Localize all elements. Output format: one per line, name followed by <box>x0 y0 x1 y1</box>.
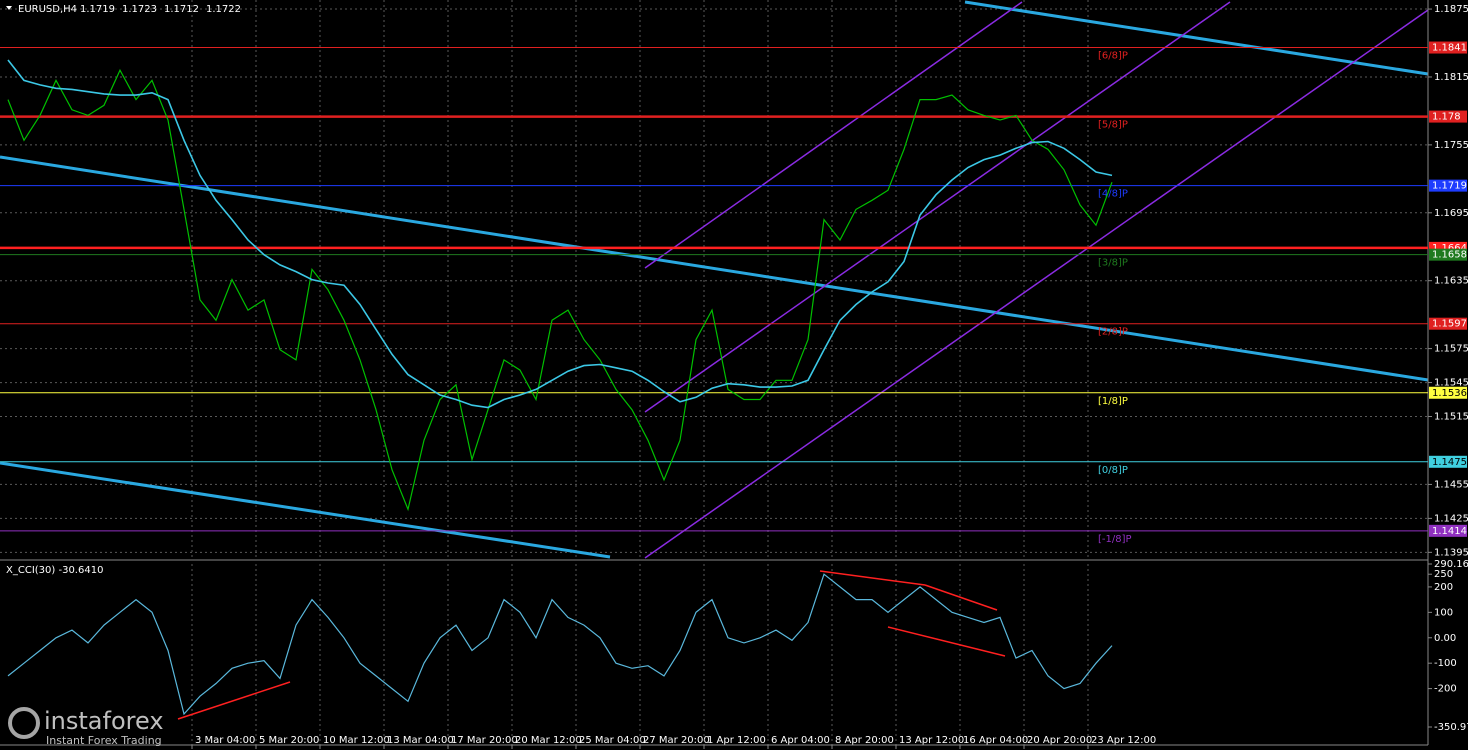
price-label-box <box>1429 386 1467 399</box>
price-label-box <box>1429 455 1467 468</box>
ohlc: 1.1719 1.1723 1.1712 1.1722 <box>80 4 241 15</box>
menu-arrow <box>6 6 12 10</box>
y-tick-label: 1.1815 <box>1434 72 1468 83</box>
x-tick-label: 20 Mar 12:00 <box>515 735 582 746</box>
level-label: [6/8]P <box>1098 51 1128 62</box>
price-label-box <box>1429 524 1467 537</box>
symbol: EURUSD,H4 <box>18 4 77 15</box>
price-label: 1.178 <box>1432 112 1461 123</box>
channels <box>0 0 1429 720</box>
y-tick-label: 1.1425 <box>1434 513 1468 524</box>
trend-line <box>0 155 1429 382</box>
price-label-box <box>1429 110 1467 123</box>
divergence-line <box>924 584 998 611</box>
x-tick-label: 10 Mar 12:00 <box>323 735 390 746</box>
watermark: instaforex Instant Forex Trading <box>8 707 164 747</box>
x-tick-label: 25 Mar 04:00 <box>579 735 646 746</box>
x-tick-label: 8 Apr 20:00 <box>835 735 894 746</box>
series-line <box>7 59 1113 409</box>
y-tick-label: 1.1755 <box>1434 140 1468 151</box>
level-label: [4/8]P <box>1098 189 1128 200</box>
price-label: 1.1719 <box>1432 181 1467 192</box>
series-line <box>7 68 1113 512</box>
y-tick-label: -200 <box>1434 684 1457 695</box>
price-label-box <box>1429 41 1467 54</box>
x-tick-label: 13 Mar 04:00 <box>387 735 454 746</box>
level-label: [5/8]P <box>1098 120 1128 131</box>
plot: 1.1841 [6/8]P 1.178 [5/8]P 1.1719 [4/8]P 1.166… <box>0 41 1467 716</box>
logo <box>8 707 40 739</box>
y-tick-label: 1.1875 <box>1434 4 1468 15</box>
x-tick-label: 27 Mar 20:00 <box>643 735 710 746</box>
indicator-title: X_CCI(30) -30.6410 <box>6 565 103 576</box>
level-label: [2/8]P <box>1098 327 1128 338</box>
y-tick-label: 1.1545 <box>1434 378 1468 389</box>
x-tick-label: 13 Apr 12:00 <box>899 735 964 746</box>
divergence-line <box>887 626 1006 657</box>
price-label: 1.1664 <box>1432 243 1467 254</box>
price-label-box <box>1429 317 1467 330</box>
price-label-box <box>1429 179 1467 192</box>
price-label-box <box>1429 248 1467 261</box>
y-tick-label: 1.1515 <box>1434 412 1468 423</box>
y-tick-label: -100 <box>1434 658 1457 669</box>
price-label: 1.1841 <box>1432 43 1467 54</box>
price-label: 1.1658 <box>1432 250 1467 261</box>
price-label: 1.1536 <box>1432 388 1467 399</box>
level-label: [-1/8]P <box>1098 534 1132 545</box>
series-line <box>7 573 1113 716</box>
y-tick-label: 1.1575 <box>1434 344 1468 355</box>
divergence-line <box>819 570 926 586</box>
ohlc-value: 1.1719 <box>80 4 115 15</box>
level-label: [0/8]P <box>1098 465 1128 476</box>
channel-line <box>644 9 1429 559</box>
y-tick-label: 200 <box>1434 582 1453 593</box>
ohlc-value: 1.1722 <box>206 4 241 15</box>
divergence-line <box>177 681 291 720</box>
price-label: 1.1475 <box>1432 457 1467 468</box>
x-tick-label: 20 Apr 20:00 <box>1027 735 1092 746</box>
x-tick-label: 17 Mar 20:00 <box>451 735 518 746</box>
y-tick-label: 290.1656 <box>1434 559 1468 570</box>
level-label: [1/8]P <box>1098 396 1128 407</box>
y-tick-label: 100 <box>1434 607 1453 618</box>
x-tick-label: 3 Mar 04:00 <box>195 735 255 746</box>
x-tick-label: 5 Mar 20:00 <box>259 735 319 746</box>
x-tick-label: 1 Apr 12:00 <box>707 735 766 746</box>
channel-line <box>644 1 1231 413</box>
trend-line <box>0 461 611 559</box>
x-tick-label: 23 Apr 12:00 <box>1091 735 1156 746</box>
y-tick-label: 1.1395 <box>1434 547 1468 558</box>
brand: instaforex <box>44 707 164 735</box>
ohlc-value: 1.1712 <box>164 4 199 15</box>
ohlc-value: 1.1723 <box>122 4 157 15</box>
channel-line <box>644 1 1023 269</box>
x-tick-label: 16 Apr 04:00 <box>963 735 1028 746</box>
trend-line <box>964 0 1429 76</box>
level-label: [3/8]P <box>1098 258 1128 269</box>
y-tick-label: 1.1455 <box>1434 479 1468 490</box>
y-tick-label: 0.00 <box>1434 633 1456 644</box>
x-tick-label: 6 Apr 04:00 <box>771 735 830 746</box>
y-tick-label: 1.1695 <box>1434 208 1468 219</box>
y-tick-label: 250 <box>1434 569 1453 580</box>
price-label: 1.1597 <box>1432 319 1467 330</box>
price-label: 1.1414 <box>1432 526 1467 537</box>
y-tick-label: 1.1635 <box>1434 276 1468 287</box>
tagline: Instant Forex Trading <box>46 734 162 747</box>
y-tick-label: -350.973 <box>1434 722 1468 733</box>
